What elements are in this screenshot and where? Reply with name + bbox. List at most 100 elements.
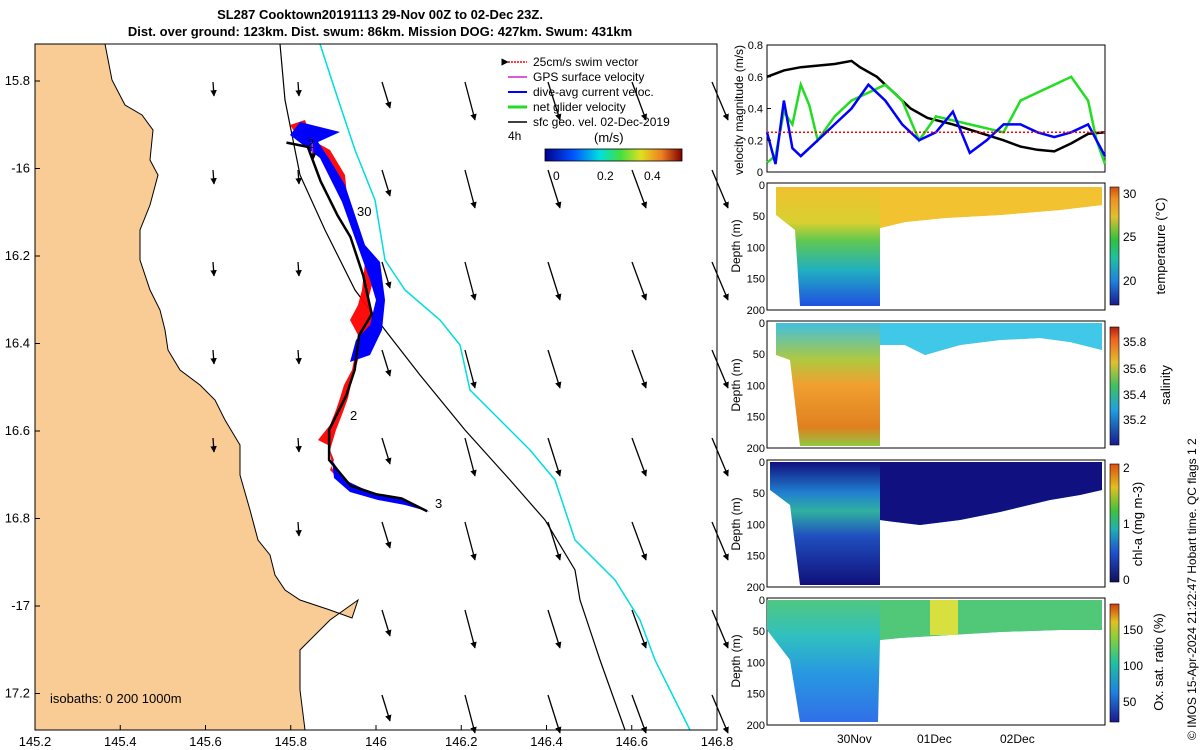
glider-track	[286, 141, 428, 513]
oxygen-cb-tick-0: 50	[1123, 695, 1137, 709]
figure-title: SL287 Cooktown20191113 29-Nov 00Z to 02-…	[0, 6, 760, 40]
geo-velocity-arrow	[711, 81, 729, 121]
depth-tick-label: 100	[747, 242, 765, 254]
chla-cb-tick-2: 2	[1123, 461, 1130, 475]
track-label-1: 2	[307, 136, 314, 151]
oxygen-high-patch	[930, 600, 958, 635]
geo-velocity-arrow	[464, 437, 477, 477]
depth-tick-label: 150	[747, 274, 765, 286]
depth-tick-label: 100	[747, 380, 765, 392]
salinity-panel: Depth (m) 35.2 35.4 35.6 35.8 salinity	[729, 320, 1173, 449]
geo-velocity-arrow	[295, 521, 302, 537]
chla-ylabel: Depth (m)	[729, 497, 743, 550]
geo-velocity-arrow	[711, 521, 729, 561]
geo-velocity-arrow	[210, 169, 217, 185]
geo-velocity-arrow	[464, 349, 477, 389]
map-x-tick-label: 145.6	[189, 734, 222, 749]
geo-velocity-vectors	[210, 81, 729, 734]
geo-velocity-arrow	[210, 261, 217, 277]
depth-tick-label: 150	[747, 551, 765, 563]
velocity-y-tick-label: 0	[757, 167, 763, 179]
profile-panels: Depth (m) 20 25 30 temperature (°C) Dept…	[729, 180, 1173, 746]
oxygen-cb-tick-2: 150	[1123, 623, 1143, 637]
velocity-y-tick-label: 0.2	[748, 135, 763, 147]
map-x-tick-label: 145.2	[19, 734, 52, 749]
chla-cb-tick-0: 0	[1123, 573, 1130, 587]
geo-velocity-arrow	[295, 261, 302, 277]
depth-tick-label: 50	[753, 211, 765, 223]
depth-tick-label: 0	[759, 318, 765, 330]
map-y-tick-label: -16	[11, 161, 30, 176]
depth-tick-label: 200	[747, 443, 765, 455]
depth-tick-label: 0	[759, 180, 765, 192]
track-label-4: 3	[435, 496, 442, 511]
temperature-ylabel: Depth (m)	[729, 219, 743, 272]
geo-velocity-arrow	[295, 349, 302, 365]
colorbar-tick-1: 0.2	[597, 169, 614, 183]
chla-colorbar	[1109, 463, 1120, 583]
geo-velocity-arrow	[464, 694, 477, 734]
velocity-panel: 0 0.2 0.4 0.6 0.8 velocity magnitude (m/s)	[732, 40, 1107, 179]
geo-velocity-arrow	[381, 437, 392, 465]
velocity-series-line-2	[765, 82, 1107, 165]
geo-velocity-arrow	[547, 349, 562, 389]
geo-velocity-arrow	[464, 521, 477, 561]
footer-credit: © IMOS 15-Apr-2024 21:22:47 Hobart time.…	[1185, 438, 1199, 740]
profile-depth-ticks: 0501001502000501001502000501001502000501…	[747, 180, 765, 732]
colorbar-label: (m/s)	[594, 130, 624, 145]
geo-velocity-arrow	[464, 261, 477, 301]
oxygen-cb-tick-1: 100	[1123, 659, 1143, 673]
oxygen-ylabel: Depth (m)	[729, 634, 743, 687]
geo-velocity-arrow	[381, 349, 392, 377]
velocity-frame	[766, 44, 1106, 173]
map-y-ticks: 15.8 -16 16.2 16.4 16.6 16.8 -17 17.2	[5, 73, 40, 701]
geo-velocity-arrow	[631, 521, 648, 561]
isobath-200m	[319, 43, 691, 731]
depth-tick-label: 200	[747, 305, 765, 317]
map-y-tick-label: 15.8	[5, 73, 30, 88]
isobath-1000m	[279, 43, 626, 731]
geo-velocity-arrow	[711, 349, 729, 389]
depth-tick-label: 50	[753, 349, 765, 361]
map-x-tick-label: 146.6	[615, 734, 648, 749]
temperature-colorbar	[1109, 186, 1120, 306]
geo-velocity-arrow	[631, 609, 648, 649]
depth-tick-label: 100	[747, 519, 765, 531]
oxygen-cb-label: Ox. sat. ratio (%)	[1151, 613, 1166, 711]
salinity-surface-layer	[880, 323, 1102, 355]
map-y-tick-label: -17	[11, 598, 30, 613]
oxygen-panel: Depth (m) 50 100 150 Ox. sat. ratio (%) …	[729, 597, 1166, 746]
geo-velocity-arrow	[631, 261, 648, 301]
track-label-3: 2	[350, 408, 357, 423]
map-x-tick-label: 145.4	[104, 734, 137, 749]
colorbar-tick-2: 0.4	[644, 169, 661, 183]
geo-velocity-arrow	[210, 437, 217, 453]
geo-velocity-arrow	[711, 261, 729, 301]
geo-velocity-arrow	[381, 261, 392, 289]
geo-velocity-arrow	[381, 521, 392, 549]
geo-velocity-arrow	[210, 349, 217, 365]
current-vector-fringe	[290, 122, 385, 362]
temperature-cb-tick-0: 20	[1123, 274, 1137, 288]
geo-velocity-arrow	[711, 609, 729, 649]
oxygen-colorbar	[1109, 603, 1120, 723]
geo-velocity-arrow	[295, 437, 302, 453]
land-mass	[34, 43, 359, 731]
geo-velocity-arrow	[711, 694, 729, 734]
depth-tick-label: 50	[753, 626, 765, 638]
isobaths	[279, 43, 691, 731]
velocity-series-line-1	[766, 75, 1107, 165]
glider-track-group	[286, 120, 430, 513]
salinity-ylabel: Depth (m)	[729, 358, 743, 411]
geo-velocity-arrow	[295, 81, 302, 97]
temperature-panel: Depth (m) 20 25 30 temperature (°C)	[729, 182, 1168, 311]
geo-velocity-arrow	[464, 609, 477, 649]
geo-velocity-arrow	[295, 169, 302, 185]
velocity-ylabel: velocity magnitude (m/s)	[732, 45, 746, 175]
geo-velocity-arrow	[547, 169, 562, 209]
depth-tick-label: 100	[747, 657, 765, 669]
geo-velocity-arrow	[547, 521, 562, 561]
map-y-tick-label: 16.8	[5, 511, 30, 526]
geo-velocity-arrow	[631, 81, 648, 121]
depth-tick-label: 150	[747, 412, 765, 424]
